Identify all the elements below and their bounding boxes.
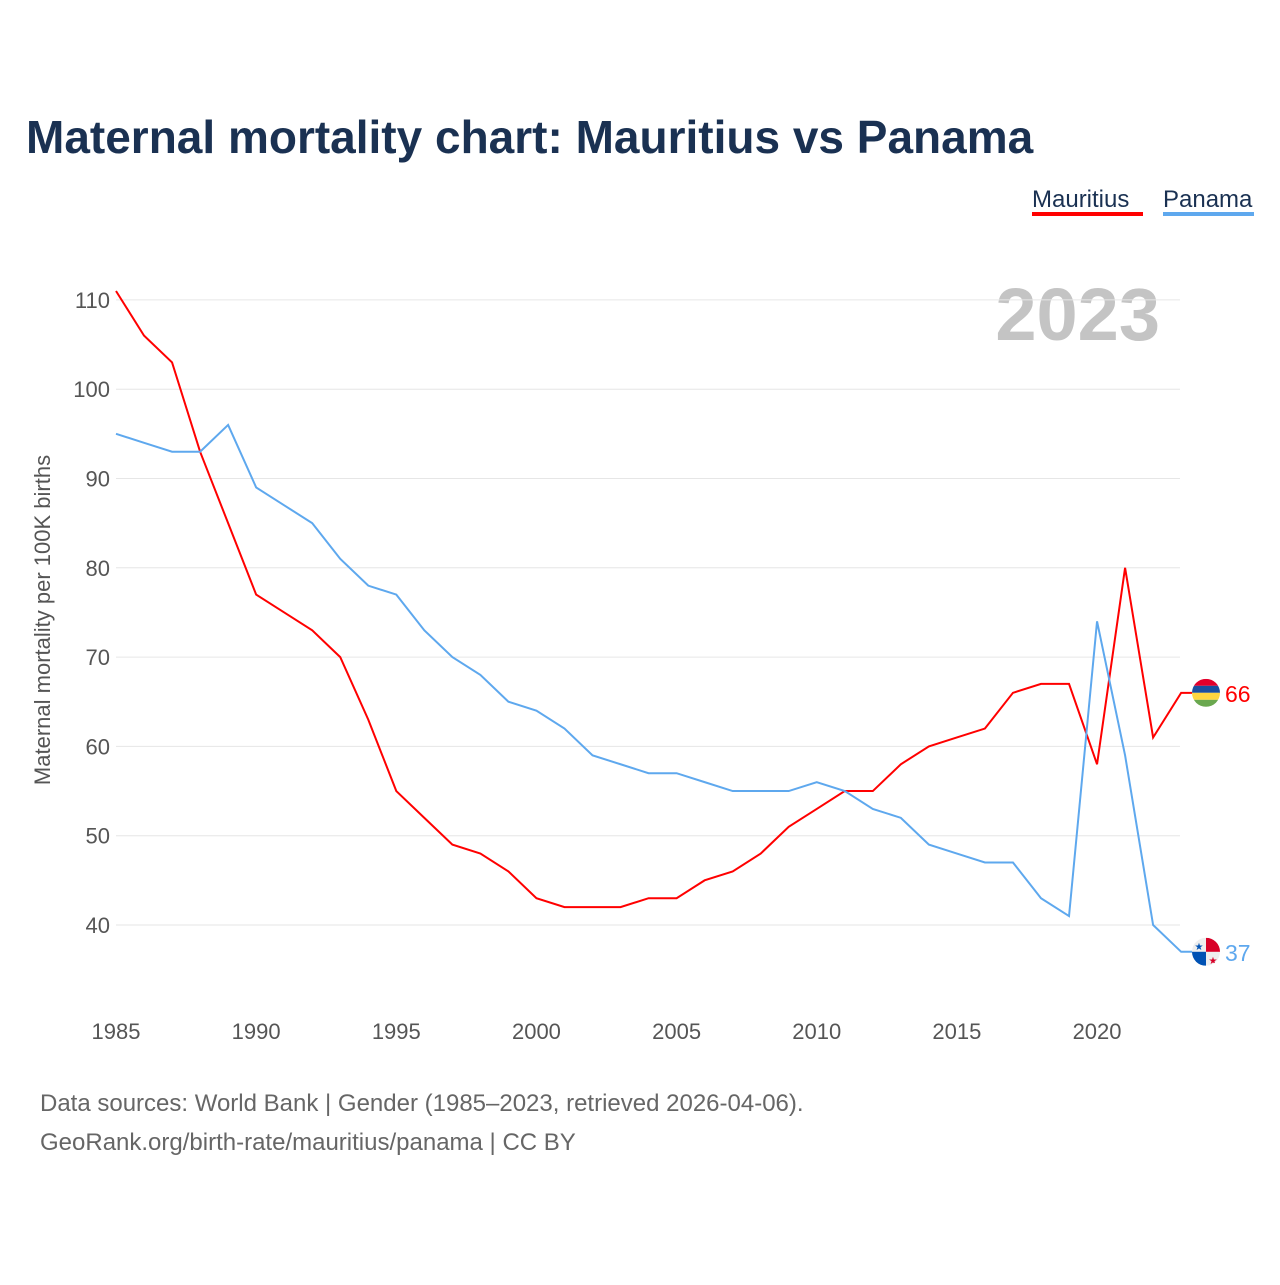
- mauritius-line: [115, 290, 1192, 909]
- footer-link[interactable]: GeoRank.org/birth-rate/mauritius/panama …: [40, 1129, 576, 1156]
- mauritius-flag-icon: [1192, 678, 1220, 707]
- y-tick-label: 70: [86, 645, 110, 670]
- x-tick-label: 2020: [1073, 1019, 1122, 1044]
- svg-text:★: ★: [1209, 956, 1218, 967]
- year-label: 2023: [995, 273, 1160, 356]
- x-tick-label: 2000: [512, 1019, 561, 1044]
- x-tick-label: 1995: [372, 1019, 421, 1044]
- y-tick-label: 60: [86, 734, 110, 759]
- y-axis-label: Maternal mortality per 100K births: [30, 455, 55, 785]
- mauritius-end-label: 66: [1225, 681, 1251, 707]
- y-tick-label: 100: [73, 377, 110, 402]
- x-tick-label: 2005: [652, 1019, 701, 1044]
- panama-line: [115, 423, 1192, 953]
- svg-text:★: ★: [1195, 942, 1204, 953]
- y-tick-label: 90: [86, 467, 110, 492]
- panama-end-label: 37: [1225, 940, 1251, 966]
- y-tick-label: 50: [86, 824, 110, 849]
- x-tick-label: 2010: [792, 1019, 841, 1044]
- legend-panama[interactable]: Panama: [1163, 186, 1253, 213]
- x-tick-label: 1985: [92, 1019, 141, 1044]
- chart-title: Maternal mortality chart: Mauritius vs P…: [26, 111, 1034, 163]
- y-tick-label: 110: [75, 288, 110, 313]
- legend-mauritius[interactable]: Mauritius: [1032, 186, 1129, 213]
- panama-flag-icon: ★★: [1192, 937, 1220, 967]
- y-tick-label: 40: [86, 913, 110, 938]
- y-tick-label: 80: [86, 556, 110, 581]
- footer-sources: Data sources: World Bank | Gender (1985–…: [40, 1090, 804, 1117]
- x-tick-label: 2015: [932, 1019, 981, 1044]
- x-tick-label: 1990: [232, 1019, 281, 1044]
